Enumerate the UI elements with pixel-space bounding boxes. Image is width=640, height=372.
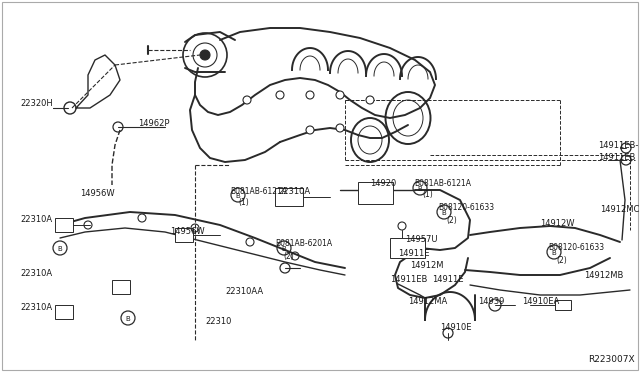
Text: 14912W: 14912W	[540, 219, 575, 228]
Bar	[175, 228, 193, 242]
Circle shape	[366, 96, 374, 104]
Bar	[112, 280, 130, 294]
Text: (1): (1)	[238, 199, 249, 208]
Text: B: B	[281, 246, 285, 252]
Circle shape	[336, 124, 344, 132]
Text: 14912MC: 14912MC	[600, 205, 639, 215]
Bar	[358, 182, 393, 204]
Text: 14910EA: 14910EA	[522, 298, 559, 307]
Text: B08120-61633: B08120-61633	[548, 244, 604, 253]
Text: B081AB-6121A: B081AB-6121A	[230, 187, 287, 196]
Text: 14920: 14920	[370, 180, 396, 189]
Text: B: B	[551, 250, 556, 256]
Circle shape	[306, 126, 314, 134]
Bar	[55, 218, 73, 232]
Text: (1): (1)	[422, 190, 433, 199]
Bar	[555, 300, 571, 310]
Text: 14956W: 14956W	[80, 189, 115, 198]
Bar	[55, 305, 73, 319]
Text: B: B	[235, 193, 240, 199]
Text: 22310AA: 22310AA	[225, 288, 263, 296]
Text: 22320H: 22320H	[20, 99, 52, 109]
Text: 14912MB: 14912MB	[584, 270, 623, 279]
Circle shape	[276, 91, 284, 99]
Text: 14910E: 14910E	[440, 324, 472, 333]
Text: B: B	[125, 316, 130, 322]
Circle shape	[306, 91, 314, 99]
Text: 14911E: 14911E	[398, 250, 429, 259]
Circle shape	[243, 96, 251, 104]
Text: B08120-61633: B08120-61633	[438, 203, 494, 212]
Text: 14957U: 14957U	[405, 235, 438, 244]
Text: 22310A: 22310A	[278, 187, 310, 196]
Text: B: B	[57, 246, 61, 252]
Text: 14912M: 14912M	[410, 262, 444, 270]
Text: B081AB-6201A: B081AB-6201A	[275, 240, 332, 248]
Bar	[390, 238, 425, 258]
Text: B081AB-6121A: B081AB-6121A	[414, 180, 471, 189]
Text: 14912MA: 14912MA	[408, 298, 447, 307]
Text: 14911E: 14911E	[432, 276, 463, 285]
Text: 22310: 22310	[205, 317, 232, 327]
Text: R223007X: R223007X	[588, 355, 635, 364]
Text: 14956W: 14956W	[170, 228, 205, 237]
Text: 14939: 14939	[478, 298, 504, 307]
Text: (2): (2)	[556, 256, 567, 264]
Text: 14962P: 14962P	[138, 119, 170, 128]
Text: B: B	[441, 210, 445, 216]
Text: 14911EB: 14911EB	[390, 276, 428, 285]
Bar	[275, 188, 303, 206]
Text: 22310A: 22310A	[20, 269, 52, 279]
Text: (2): (2)	[446, 215, 457, 224]
Text: 22310A: 22310A	[20, 304, 52, 312]
Circle shape	[200, 50, 210, 60]
Text: (2): (2)	[283, 251, 294, 260]
Text: B: B	[417, 186, 422, 192]
Text: 22310A: 22310A	[20, 215, 52, 224]
Text: 14911EB: 14911EB	[598, 153, 636, 161]
Circle shape	[336, 91, 344, 99]
Text: 14911EB-: 14911EB-	[598, 141, 638, 150]
